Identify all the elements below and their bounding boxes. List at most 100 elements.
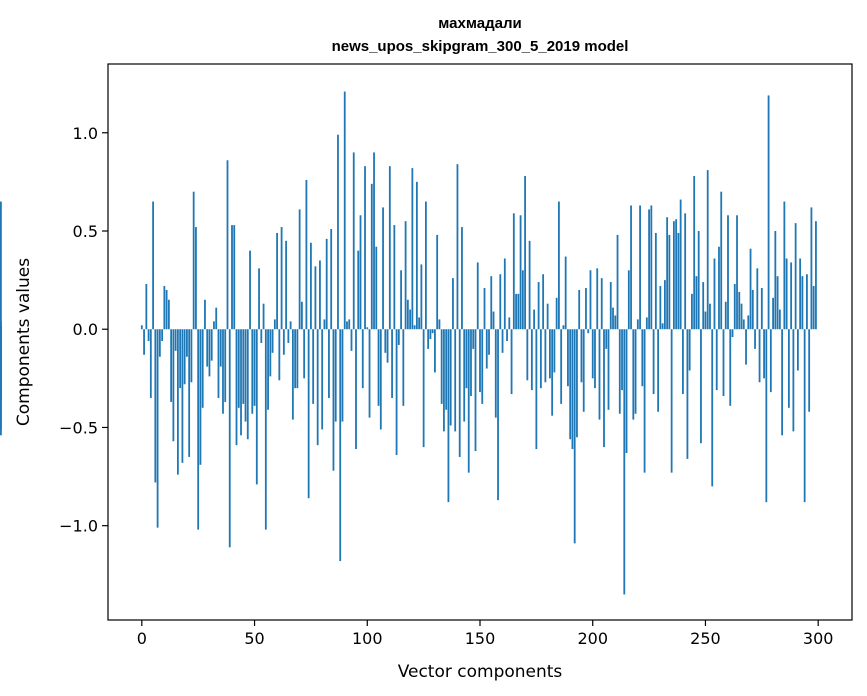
bar	[783, 201, 786, 330]
bar	[384, 329, 387, 353]
bar	[560, 329, 563, 404]
chart-subtitle: news_upos_skipgram_300_5_2019 model	[332, 38, 629, 55]
bar-series	[0, 91, 817, 595]
bar	[458, 329, 461, 457]
y-tick-label: −0.5	[59, 418, 98, 437]
bar	[767, 95, 770, 330]
bar	[666, 217, 669, 330]
bar	[183, 329, 186, 385]
chart-title: махмадали	[438, 15, 521, 32]
x-axis-label: Vector components	[398, 662, 563, 682]
bar	[598, 329, 601, 420]
bar	[535, 329, 538, 450]
bar	[258, 268, 260, 330]
bar	[544, 329, 547, 383]
bar	[246, 329, 249, 440]
bar	[321, 329, 324, 430]
bar	[300, 301, 303, 330]
bar	[402, 329, 405, 406]
bar	[260, 329, 263, 343]
bar	[375, 246, 378, 330]
bar	[452, 278, 454, 330]
bar	[524, 175, 526, 330]
bar	[343, 91, 346, 330]
bar	[634, 329, 637, 414]
bar	[278, 329, 281, 381]
x-tick-label: 200	[577, 629, 608, 648]
bar	[255, 329, 258, 485]
bar	[643, 329, 646, 473]
bar	[391, 329, 393, 398]
bar	[456, 164, 459, 330]
bar	[140, 325, 143, 330]
bar	[330, 229, 333, 330]
bar	[512, 213, 515, 330]
bar	[587, 329, 590, 334]
bar	[176, 329, 179, 475]
bar	[235, 329, 238, 446]
bar	[332, 329, 335, 471]
bar	[709, 303, 711, 330]
bar	[418, 317, 421, 330]
y-tick-label: 0.0	[73, 320, 98, 339]
bar	[627, 270, 630, 330]
bar	[742, 319, 745, 330]
bar	[294, 329, 297, 389]
bar	[357, 250, 360, 330]
bar	[756, 268, 759, 330]
bar	[548, 329, 551, 379]
bar	[147, 329, 150, 342]
bar	[305, 179, 308, 330]
bar	[319, 260, 321, 330]
bar	[537, 282, 540, 330]
bar	[472, 329, 475, 349]
plot-frame	[107, 63, 853, 621]
bar	[760, 287, 763, 330]
bar	[474, 329, 477, 452]
bar	[614, 315, 617, 330]
bar	[675, 219, 678, 330]
bar	[720, 191, 723, 330]
bar	[571, 329, 574, 450]
bar	[339, 329, 342, 562]
bar	[154, 329, 157, 483]
bar	[740, 303, 743, 330]
bar	[727, 215, 729, 330]
bar	[253, 329, 256, 406]
bar	[481, 329, 484, 404]
bar	[222, 329, 224, 414]
bar	[758, 329, 761, 383]
bar	[280, 227, 283, 330]
bar	[197, 329, 200, 530]
bar	[215, 307, 218, 330]
bar	[731, 329, 734, 338]
bar	[149, 329, 152, 398]
bar	[573, 329, 576, 544]
bar	[778, 309, 781, 330]
bar	[449, 329, 452, 426]
bar	[323, 319, 326, 330]
bar	[812, 286, 815, 330]
bar	[803, 329, 806, 503]
x-tick-label: 0	[137, 629, 147, 648]
bar	[287, 329, 290, 343]
bar	[366, 327, 369, 330]
bar	[539, 329, 542, 389]
bar	[359, 215, 362, 330]
bar	[605, 329, 608, 349]
bar	[226, 160, 229, 330]
bar	[657, 329, 660, 412]
bar	[808, 329, 811, 412]
x-axis-ticks: 0 50 100 150 200 250 300	[137, 620, 833, 648]
bar	[718, 246, 720, 330]
bar	[262, 303, 265, 330]
y-axis-label: Components values	[14, 258, 34, 426]
bar	[799, 258, 802, 330]
bar	[661, 323, 664, 330]
bar	[172, 329, 175, 442]
bar	[501, 329, 504, 353]
bar	[395, 329, 398, 455]
bar	[492, 311, 495, 330]
bar	[733, 284, 736, 330]
